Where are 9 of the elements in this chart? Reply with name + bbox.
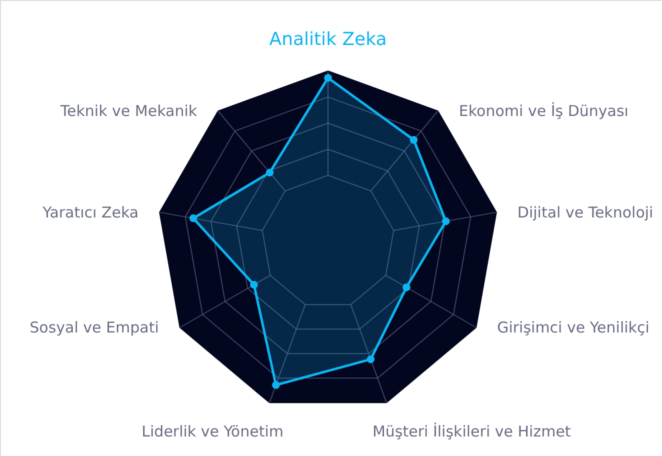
spoke-label: Dijital ve Teknoloji <box>517 203 654 222</box>
spoke-label: Ekonomi ve İş Dünyası <box>458 102 628 120</box>
spoke-label: Yaratıcı Zeka <box>42 203 139 222</box>
spoke-label: Müşteri İlişkileri ve Hizmet <box>372 422 571 441</box>
spoke-label: Sosyal ve Empati <box>30 318 159 336</box>
spoke-label: Analitik Zeka <box>269 29 387 50</box>
spoke-label: Teknik ve Mekanik <box>59 102 198 120</box>
spoke-label: Girişimci ve Yenilikçi <box>497 318 650 336</box>
spoke-label: Liderlik ve Yönetim <box>142 422 284 441</box>
